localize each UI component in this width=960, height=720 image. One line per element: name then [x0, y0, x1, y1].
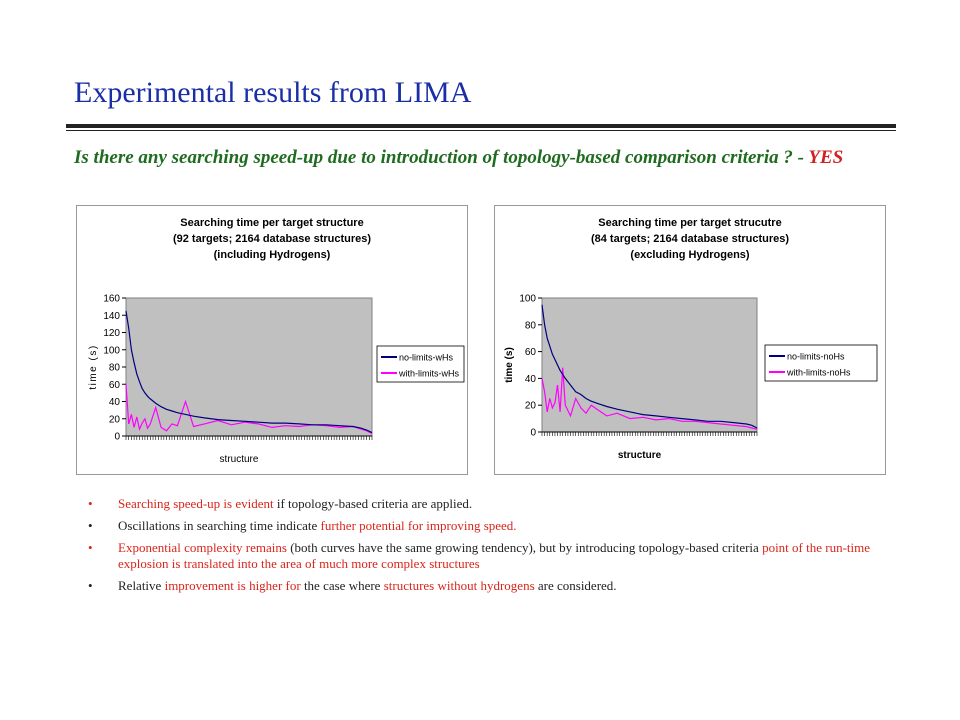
finding-text-segment: (both curves have the same growing tende… — [290, 540, 763, 555]
chart-title-line: (including Hydrogens) — [214, 249, 331, 261]
y-tick-label: 60 — [525, 347, 537, 358]
series-line-with-limits-wHs — [125, 384, 373, 434]
finding-text-segment: are considered. — [537, 578, 617, 593]
plot-area — [125, 297, 373, 437]
finding-text-segment: further potential for improving speed. — [320, 518, 517, 533]
y-axis-label: time (s) — [504, 347, 515, 383]
series-line-with-limits-noHs — [541, 367, 758, 430]
title-rule-thin — [66, 130, 896, 131]
finding-text-segment: Oscillations in searching time indicate — [118, 518, 321, 533]
chart-title-line: Searching time per target strucutre — [598, 217, 781, 229]
y-tick-label: 140 — [103, 311, 120, 322]
legend-entry: with-limits-noHs — [786, 368, 851, 378]
finding-item: • Oscillations in searching time indicate… — [88, 518, 878, 534]
plot-area — [541, 297, 758, 433]
legend-box — [376, 345, 465, 383]
chart-title-line: Searching time per target structure — [180, 217, 363, 229]
chart-without-hydrogens: Searching time per target strucutre (84 t… — [504, 217, 878, 461]
finding-item: • Exponential complexity remains (both cu… — [88, 540, 878, 572]
y-tick-label: 80 — [525, 320, 537, 331]
question-body: Is there any searching speed-up due to i… — [74, 147, 809, 168]
y-tick-label: 60 — [109, 380, 121, 391]
bullet-marker: • — [88, 518, 93, 533]
y-tick-label: 20 — [109, 414, 121, 425]
finding-text-segment: improvement is higher for — [164, 578, 304, 593]
y-tick-label: 100 — [103, 345, 120, 356]
chart-title-line: (84 targets; 2164 database structures) — [591, 233, 789, 245]
chart-title-line: (excluding Hydrogens) — [630, 249, 750, 261]
series-line-no-limits-noHs — [541, 304, 758, 429]
legend-entry: with-limits-wHs — [398, 369, 459, 379]
legend-box — [764, 344, 878, 382]
series-line-no-limits-wHs — [125, 310, 373, 434]
finding-item: • Searching speed-up is evident if topolo… — [88, 496, 878, 512]
y-tick-label: 40 — [109, 397, 121, 408]
title-rule-thick — [66, 124, 896, 128]
chart-panel-without-hydrogens: Searching time per target strucutre (84 t… — [494, 205, 886, 475]
finding-item: • Relative improvement is higher for the … — [88, 578, 878, 594]
finding-text-segment: Relative — [118, 578, 165, 593]
findings-list: • Searching speed-up is evident if topolo… — [88, 496, 878, 600]
y-tick-label: 120 — [103, 328, 120, 339]
question-answer: YES — [808, 147, 844, 168]
question-text: Is there any searching speed-up due to i… — [74, 146, 894, 170]
legend-entry: no-limits-noHs — [787, 352, 845, 362]
chart-title-line: (92 targets; 2164 database structures) — [173, 233, 371, 245]
finding-text-segment: if topology-based criteria are applied. — [276, 496, 473, 511]
x-axis-label: structure — [220, 454, 259, 465]
chart-with-hydrogens: Searching time per target structure (92 t… — [88, 217, 465, 465]
y-tick-label: 40 — [525, 374, 537, 385]
chart-panel-with-hydrogens: Searching time per target structure (92 t… — [76, 205, 468, 475]
y-tick-label: 0 — [530, 428, 536, 439]
finding-text-segment: Searching speed-up is evident — [118, 496, 277, 511]
legend-entry: no-limits-wHs — [399, 353, 454, 363]
finding-text-segment: point of the run-time explosion is trans… — [118, 540, 871, 571]
finding-text-segment: Exponential complexity remains — [118, 540, 291, 555]
finding-text-segment: structures without hydrogens — [383, 578, 538, 593]
y-tick-label: 20 — [525, 401, 537, 412]
x-axis-label: structure — [618, 450, 662, 461]
y-axis-label: time (s) — [88, 344, 99, 389]
y-tick-label: 0 — [114, 432, 120, 443]
bullet-marker: • — [88, 496, 93, 511]
finding-text-segment: the case where — [303, 578, 384, 593]
y-tick-label: 80 — [109, 363, 121, 374]
bullet-marker: • — [88, 540, 93, 555]
y-tick-label: 100 — [519, 294, 536, 305]
bullet-marker: • — [88, 578, 93, 593]
slide-title: Experimental results from LIMA — [74, 76, 472, 109]
y-tick-label: 160 — [103, 294, 120, 305]
